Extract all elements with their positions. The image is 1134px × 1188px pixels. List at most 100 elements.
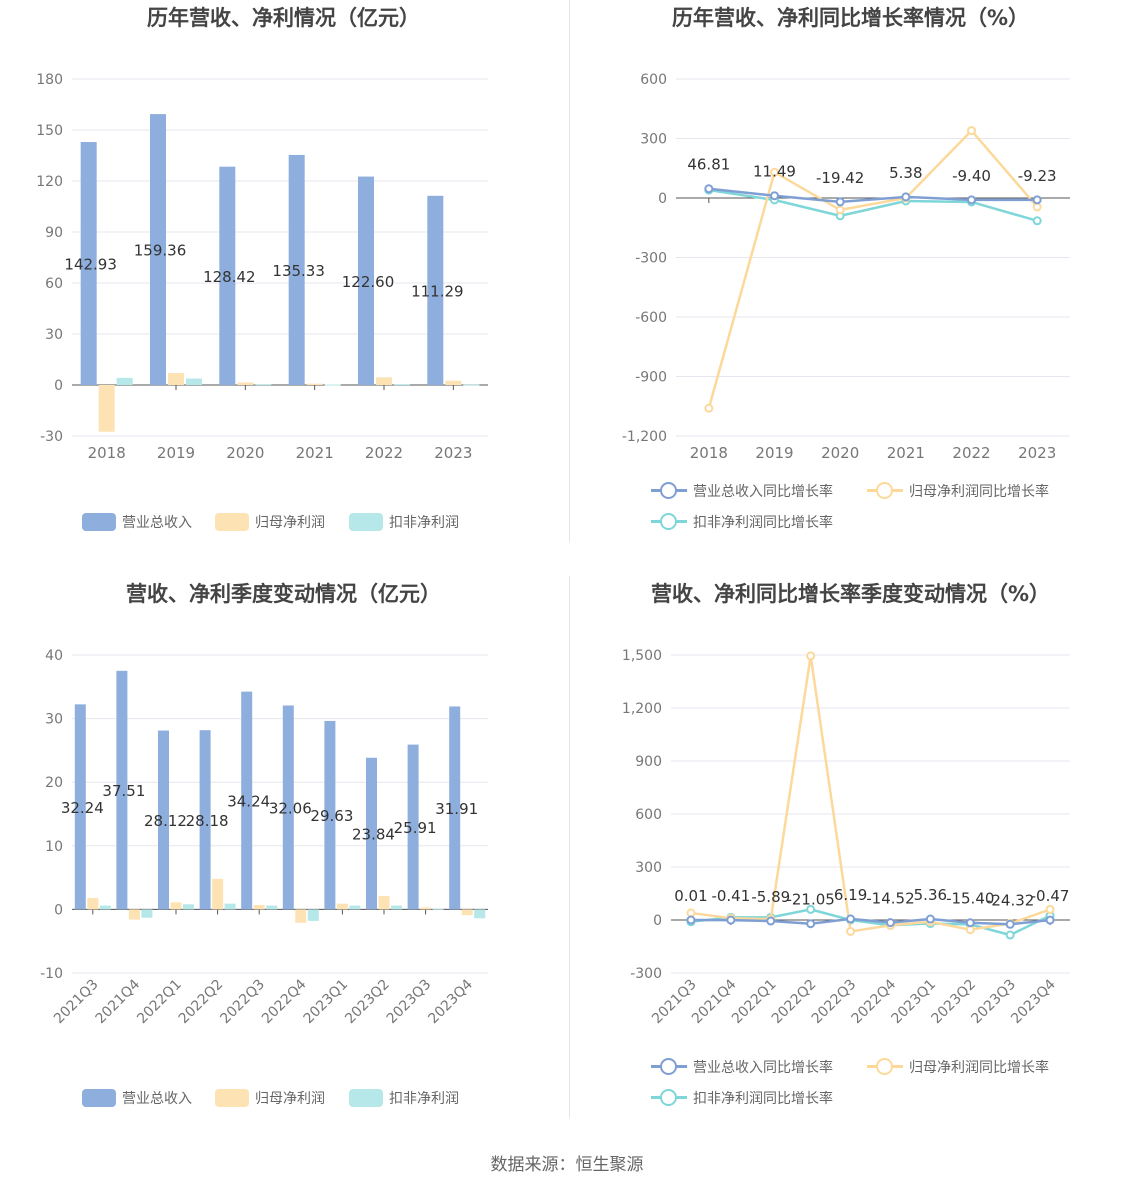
y-tick-label: 30 xyxy=(45,712,63,728)
data-label: 6.19 xyxy=(834,886,867,904)
legend-item[interactable]: 营业总收入同比增长率 xyxy=(651,481,833,501)
quarterly-revenue-profit-panel: 营收、净利季度变动情况（亿元） -10 0 10 20 30 40 2021Q3 2021Q4… xyxy=(0,576,567,1151)
data-point xyxy=(967,126,976,136)
data-point xyxy=(770,191,779,201)
data-label: -19.42 xyxy=(816,169,864,187)
data-point xyxy=(1045,915,1055,925)
bar xyxy=(376,377,392,385)
chart-legend: 营业总收入同比增长率 归母净利润同比增长率扣非净利润同比增长率 xyxy=(567,576,1134,1151)
legend-label: 归母净利润同比增长率 xyxy=(909,1060,1049,1076)
bar xyxy=(474,909,486,919)
data-label: -21.05 xyxy=(786,891,834,909)
y-tick-label: 300 xyxy=(635,860,662,876)
legend-item[interactable]: 扣非净利润 xyxy=(349,512,459,532)
annual-revenue-profit-panel: 历年营收、净利情况（亿元） -30 0 30 60 90 120 150 180 2018 201… xyxy=(0,0,567,575)
data-label: 25.91 xyxy=(394,819,437,837)
legend-item[interactable]: 营业总收入同比增长率 xyxy=(651,1057,833,1077)
data-label: 5.38 xyxy=(889,164,922,182)
legend-item[interactable]: 营业总收入 xyxy=(82,1088,192,1108)
legend-swatch xyxy=(651,1089,687,1107)
data-label: -24.32 xyxy=(986,891,1034,909)
data-label: -9.23 xyxy=(1018,167,1057,185)
data-point xyxy=(806,651,816,661)
y-tick-label: -300 xyxy=(635,251,667,267)
legend-item[interactable]: 扣非净利润 xyxy=(349,1088,459,1108)
y-tick-label: -1,200 xyxy=(622,429,667,445)
bar xyxy=(266,905,278,910)
y-tick-label: 900 xyxy=(635,754,662,770)
data-label: 46.81 xyxy=(687,156,730,174)
legend-swatch xyxy=(215,1089,249,1107)
bar xyxy=(199,730,211,910)
bar xyxy=(212,878,224,910)
legend-item[interactable]: 归母净利润同比增长率 xyxy=(867,1057,1049,1077)
data-point xyxy=(835,197,845,207)
chart-title: 历年营收、净利同比增长率情况（%） xyxy=(671,6,1030,30)
legend-swatch xyxy=(349,513,383,531)
bar xyxy=(445,380,462,385)
y-tick-label: 0 xyxy=(54,902,63,918)
annual-bar-chart: -30 0 30 60 90 120 150 180 2018 2019 2020 2021 2022 2… xyxy=(36,72,488,462)
y-tick-label: 1,500 xyxy=(622,648,662,664)
data-point xyxy=(901,192,911,202)
bar xyxy=(150,114,166,385)
legend-item[interactable]: 归母净利润 xyxy=(215,1088,325,1108)
data-label: 159.36 xyxy=(134,242,187,260)
bar xyxy=(128,909,140,920)
chart-title: 营收、净利同比增长率季度变动情况（%） xyxy=(650,582,1051,606)
y-tick-label: 90 xyxy=(45,225,63,241)
legend-item[interactable]: 营业总收入 xyxy=(82,512,192,532)
y-tick-label: 180 xyxy=(36,72,63,88)
bar xyxy=(98,385,115,432)
data-label: 142.93 xyxy=(64,256,117,274)
data-point xyxy=(770,167,779,177)
data-point xyxy=(686,915,696,925)
legend-item[interactable]: 归母净利润 xyxy=(215,512,325,532)
chart-legend: 营业总收入 归母净利润 扣非净利润 xyxy=(0,576,567,1151)
data-label: -14.52 xyxy=(866,890,914,908)
bar xyxy=(295,909,307,923)
legend-label: 归母净利润同比增长率 xyxy=(909,484,1049,500)
data-label: -15.40 xyxy=(946,890,994,908)
legend-swatch xyxy=(651,513,687,531)
bar xyxy=(255,384,272,386)
bar xyxy=(378,896,390,910)
legend-label: 扣非净利润同比增长率 xyxy=(693,1091,833,1107)
x-tick-label: 2018 xyxy=(88,444,126,462)
legend-label: 归母净利润 xyxy=(255,1091,325,1107)
legend-label: 归母净利润 xyxy=(255,515,325,531)
data-label: 28.12 xyxy=(144,812,187,830)
annual-growth-panel: 历年营收、净利同比增长率情况（%） -1,200 -900 -600 -300 0 300… xyxy=(567,0,1134,575)
y-tick-label: 600 xyxy=(635,807,662,823)
data-point xyxy=(885,918,895,928)
data-point xyxy=(1005,930,1015,940)
panel-divider xyxy=(569,0,570,542)
legend-label: 营业总收入 xyxy=(122,515,192,531)
chart-title: 历年营收、净利情况（亿元） xyxy=(147,6,420,30)
bar xyxy=(349,905,361,910)
x-tick-label: 2018 xyxy=(690,444,728,462)
bar xyxy=(324,384,341,386)
bar xyxy=(307,909,319,921)
x-tick-label: 2022 xyxy=(952,444,990,462)
data-label: 23.84 xyxy=(352,826,395,844)
panel-divider xyxy=(569,576,570,1118)
data-label: 32.24 xyxy=(61,799,104,817)
bar xyxy=(427,195,444,385)
legend-label: 营业总收入 xyxy=(122,1091,192,1107)
bar xyxy=(366,757,377,910)
bar xyxy=(183,904,194,910)
x-tick-label: 2023 xyxy=(434,444,472,462)
data-label: -9.40 xyxy=(952,167,991,185)
legend-item[interactable]: 扣非净利润同比增长率 xyxy=(651,512,833,532)
bar xyxy=(116,670,128,910)
legend-swatch xyxy=(651,482,687,500)
chart-legend: 营业总收入同比增长率 归母净利润同比增长率扣非净利润同比增长率 xyxy=(567,0,1134,575)
data-label: 31.91 xyxy=(435,800,478,818)
y-tick-label: 300 xyxy=(640,132,667,148)
data-point xyxy=(1005,919,1015,929)
bar xyxy=(432,908,444,910)
data-label: -0.47 xyxy=(1031,887,1070,905)
legend-item[interactable]: 扣非净利润同比增长率 xyxy=(651,1088,833,1108)
legend-item[interactable]: 归母净利润同比增长率 xyxy=(867,481,1049,501)
